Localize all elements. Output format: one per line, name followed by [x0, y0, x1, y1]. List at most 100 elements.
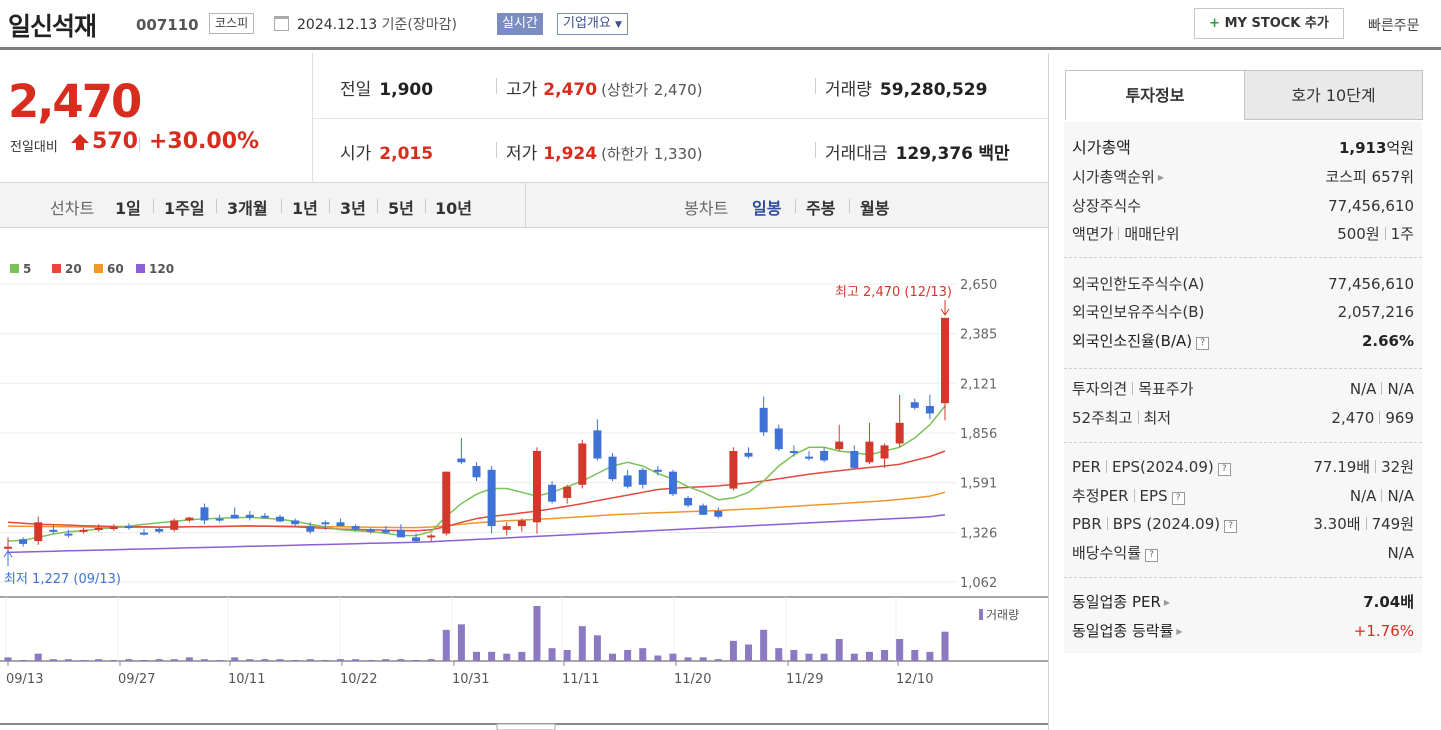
- par-label: 액면가: [1072, 225, 1114, 243]
- foreign-ratio-value: 2.66%: [1361, 332, 1414, 350]
- week52-low: 969: [1385, 409, 1414, 427]
- help-icon[interactable]: ?: [1217, 463, 1231, 476]
- candle-body: [185, 517, 194, 521]
- sector-change-link[interactable]: 동일업종 등락률 ▶: [1072, 619, 1183, 644]
- divider: [849, 199, 850, 213]
- x-tick-label: 11/29: [786, 672, 823, 687]
- turnover-value: 129,376: [895, 144, 973, 164]
- lower-limit-value: 1,330): [653, 145, 703, 163]
- period-10y[interactable]: 10년: [435, 199, 472, 218]
- legend-label: 60: [107, 262, 124, 276]
- period-3m[interactable]: 3개월: [227, 199, 268, 218]
- chevron-right-icon: ▶: [1176, 627, 1183, 636]
- y-tick-label: 2,121: [960, 377, 997, 392]
- realtime-button[interactable]: 실시간: [497, 13, 543, 35]
- high-price: 고가 2,470 (상한가 2,470): [496, 75, 703, 100]
- volume-bar: [548, 648, 556, 661]
- divider: [1375, 460, 1377, 473]
- sector-change-label: 동일업종 등락률: [1072, 622, 1174, 640]
- volume-bar: [593, 635, 601, 661]
- candle-body: [412, 537, 421, 542]
- divider: [281, 199, 282, 213]
- help-icon[interactable]: ?: [1171, 492, 1185, 505]
- period-3y[interactable]: 3년: [340, 199, 366, 218]
- volume-bar: [336, 659, 344, 661]
- candle-body: [381, 529, 390, 533]
- x-tick-label: 09/13: [6, 672, 43, 687]
- investment-info-panel: 투자정보 호가 10단계: [1048, 53, 1441, 730]
- y-tick-label: 2,385: [960, 328, 997, 343]
- divider: [1064, 442, 1422, 443]
- tab-order-book[interactable]: 호가 10단계: [1244, 70, 1423, 120]
- par-lot-value: 500원 1주: [1337, 222, 1414, 246]
- chevron-right-icon: ▶: [1157, 173, 1164, 182]
- market-cap-rank-link[interactable]: 시가총액순위 ▶: [1072, 165, 1164, 190]
- candle-body: [865, 441, 874, 463]
- volume-bar: [775, 648, 783, 661]
- sector-per-value: 7.04배: [1363, 593, 1414, 611]
- volume-bar: [95, 659, 103, 661]
- period-1d[interactable]: 1일: [115, 199, 141, 218]
- week52-row: 52주최고 최저 2,470 969: [1072, 406, 1414, 430]
- company-overview-dropdown[interactable]: 기업개요 ▼: [557, 13, 628, 35]
- volume-bar: [246, 659, 254, 661]
- candle-body: [260, 515, 269, 518]
- tab-investment-info[interactable]: 투자정보: [1065, 70, 1245, 120]
- target-value: N/A: [1387, 380, 1414, 398]
- market-cap-number: 1,913: [1338, 139, 1387, 157]
- current-price-box: 2,470 전일대비 570 +30.00%: [0, 53, 313, 183]
- volume-bar: [125, 659, 133, 661]
- period-1y[interactable]: 1년: [292, 199, 318, 218]
- volume-bar: [941, 631, 949, 661]
- candlestick-chart[interactable]: 2,650 2,385 2,121 1,856 1,591 1,326 1,062 09/13…: [0, 228, 1048, 730]
- divider: [1365, 517, 1367, 530]
- foreign-hold-label: 외국인보유주식수(B): [1072, 303, 1205, 321]
- open-label: 시가: [340, 144, 372, 164]
- volume-value: 59,280,529: [879, 80, 988, 100]
- candle-body: [502, 526, 511, 530]
- help-icon[interactable]: ?: [1196, 337, 1210, 350]
- divider: [1381, 382, 1383, 395]
- candle-body: [729, 451, 738, 489]
- candle-body: [895, 422, 904, 444]
- x-tick-label: 11/11: [562, 672, 599, 687]
- candle-body: [291, 520, 300, 525]
- volume-bar: [457, 624, 465, 661]
- candle-body: [925, 405, 934, 414]
- bps-label: BPS (2024.09): [1112, 515, 1221, 533]
- candle-body: [850, 451, 859, 468]
- volume-bar: [110, 660, 118, 661]
- divider: [1118, 227, 1120, 240]
- candle-body: [532, 451, 541, 523]
- market-cap-rank-row: 시가총액순위 ▶ 코스피 657위: [1072, 165, 1414, 189]
- sector-per-link[interactable]: 동일업종 PER ▶: [1072, 590, 1170, 615]
- period-5y[interactable]: 5년: [388, 199, 414, 218]
- sector-change-row: 동일업종 등락률 ▶ +1.76%: [1072, 619, 1414, 643]
- volume-bar: [639, 648, 647, 661]
- candle-daily[interactable]: 일봉: [752, 199, 782, 218]
- period-1w[interactable]: 1주일: [164, 199, 205, 218]
- legend-label: 5: [23, 262, 31, 276]
- high-annotation: 최고 2,470 (12/13): [835, 285, 952, 300]
- volume-bar: [654, 655, 662, 661]
- market-cap-label: 시가총액: [1072, 138, 1131, 157]
- volume-bar: [669, 653, 677, 661]
- x-tick-label: 12/10: [896, 672, 933, 687]
- week52-high: 2,470: [1331, 409, 1375, 427]
- volume-bar: [291, 660, 299, 661]
- divider: [1064, 577, 1422, 578]
- candle-monthly[interactable]: 월봉: [860, 199, 890, 218]
- line-chart-label: 선차트: [50, 199, 95, 218]
- add-my-stock-button[interactable]: + MY STOCK 추가: [1194, 8, 1344, 39]
- low-annotation-arrowhead: [3, 550, 13, 558]
- candle-weekly[interactable]: 주봉: [806, 199, 836, 218]
- candle-body: [336, 522, 345, 527]
- candle-body: [638, 469, 647, 485]
- volume-bar: [624, 650, 632, 661]
- market-cap-rank-label: 시가총액순위: [1072, 168, 1155, 186]
- candle-body: [699, 505, 708, 515]
- help-icon[interactable]: ?: [1145, 549, 1159, 562]
- quick-order-button[interactable]: 빠른주문: [1368, 18, 1420, 34]
- volume-bar: [835, 639, 843, 661]
- help-icon[interactable]: ?: [1224, 520, 1238, 533]
